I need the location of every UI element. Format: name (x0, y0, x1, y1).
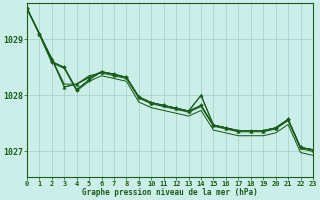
X-axis label: Graphe pression niveau de la mer (hPa): Graphe pression niveau de la mer (hPa) (82, 188, 258, 197)
